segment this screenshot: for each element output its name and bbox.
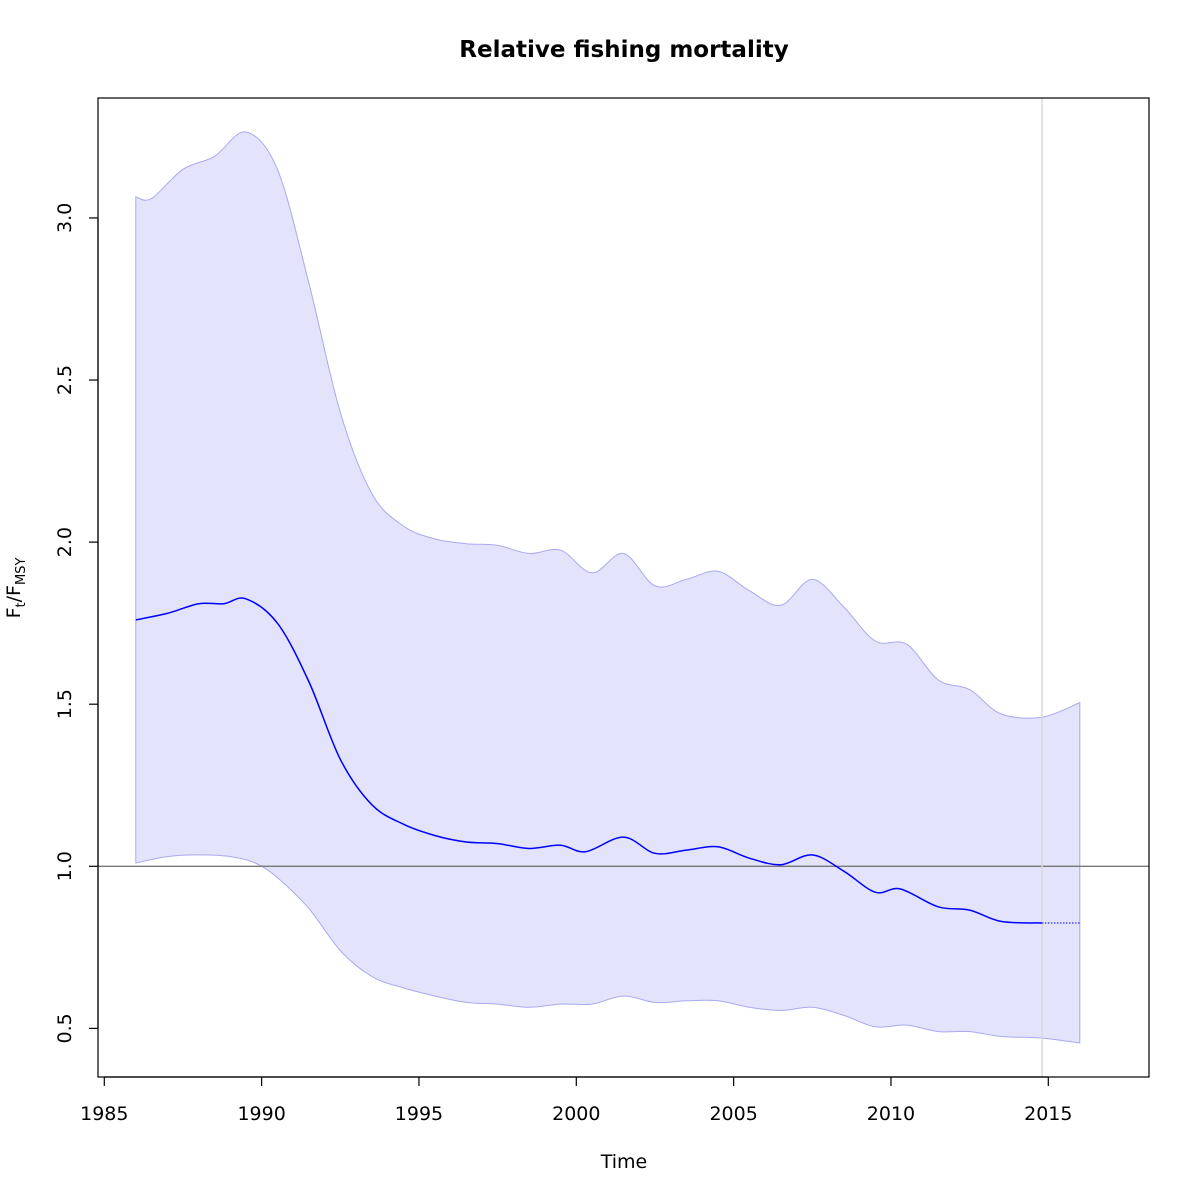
x-tick-label: 2010 <box>867 1103 915 1125</box>
x-axis-label: Time <box>600 1151 648 1173</box>
y-tick-label: 1.0 <box>54 851 76 881</box>
y-axis-label: Ft/FMSY <box>3 558 29 619</box>
x-tick-label: 2015 <box>1024 1103 1072 1125</box>
x-tick-label: 2000 <box>552 1103 600 1125</box>
y-tick-label: 2.5 <box>54 365 76 395</box>
confidence-band <box>135 131 1081 1044</box>
estimate-line <box>135 597 1043 924</box>
x-tick-label: 1995 <box>395 1103 443 1125</box>
x-tick-label: 1985 <box>80 1103 128 1125</box>
y-tick-label: 3.0 <box>54 203 76 233</box>
y-tick-label: 1.5 <box>54 689 76 719</box>
y-axis: 0.5 1.0 1.5 2.0 2.5 3.0 <box>54 203 99 1044</box>
x-axis: 1985 1990 1995 2000 2005 2010 2015 <box>80 1076 1072 1125</box>
chart-title: Relative fishing mortality <box>459 37 788 63</box>
plot-area <box>98 98 1149 1077</box>
y-tick-label: 2.0 <box>54 527 76 557</box>
x-tick-label: 1990 <box>237 1103 285 1125</box>
x-tick-label: 2005 <box>709 1103 757 1125</box>
y-tick-label: 0.5 <box>54 1013 76 1043</box>
